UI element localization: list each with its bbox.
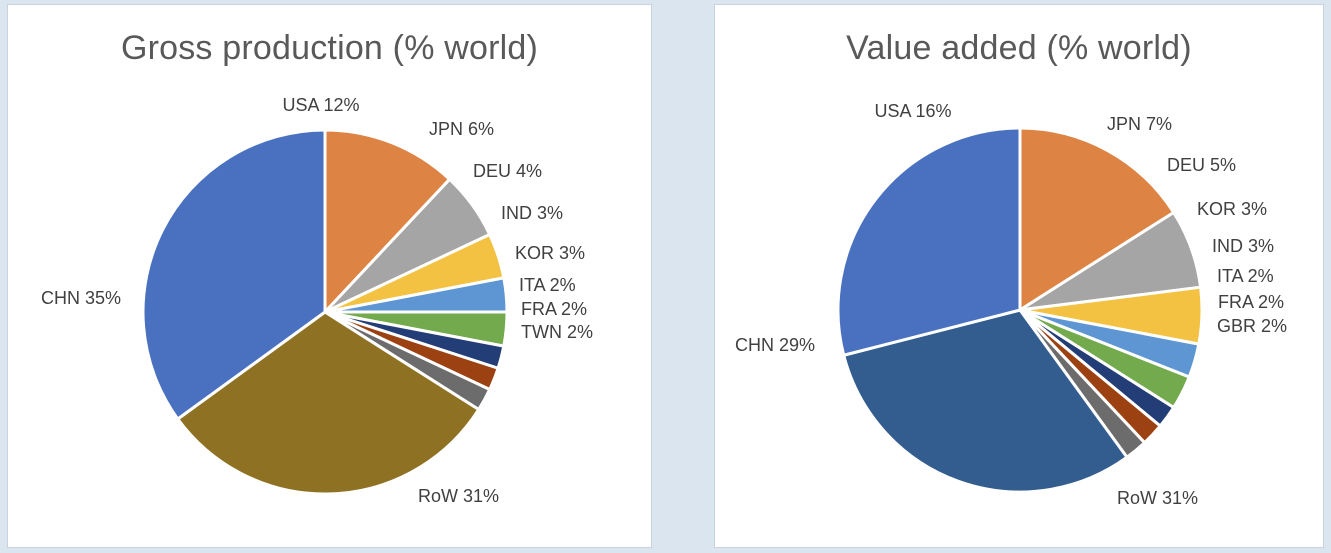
data-label-jpn: JPN 7% <box>1107 114 1172 134</box>
data-label-ind: IND 3% <box>1212 236 1274 256</box>
data-label-twn: TWN 2% <box>521 322 593 342</box>
data-label-usa: USA 12% <box>282 95 359 115</box>
pie-slice-row <box>176 310 481 496</box>
pie-slice-chn <box>141 128 327 421</box>
data-label-chn: CHN 29% <box>735 335 815 355</box>
data-label-usa: USA 16% <box>874 101 951 121</box>
data-label-fra: FRA 2% <box>1218 292 1284 312</box>
data-label-ita: ITA 2% <box>519 275 576 295</box>
data-label-row: RoW 31% <box>1117 488 1198 508</box>
data-label-kor: KOR 3% <box>1197 199 1267 219</box>
data-label-ind: IND 3% <box>501 203 563 223</box>
value-added-chart-panel: Value added (% world) USA 16% JPN 7% DEU 5… <box>714 4 1324 548</box>
data-label-fra: FRA 2% <box>521 299 587 319</box>
pie-slice-row <box>842 308 1129 494</box>
pie-slice-usa <box>1018 126 1176 312</box>
data-label-jpn: JPN 6% <box>429 119 494 139</box>
data-label-kor: KOR 3% <box>515 243 585 263</box>
data-label-deu: DEU 5% <box>1167 155 1236 175</box>
value-added-pie: USA 16% JPN 7% DEU 5% KOR 3% IND 3% ITA 2% FRA… <box>735 101 1287 508</box>
gross-production-chart-panel: Gross production (% world) USA 12% JPN 6%… <box>7 4 652 548</box>
chart-title: Gross production (% world) <box>120 29 539 67</box>
data-label-chn: CHN 35% <box>41 288 121 308</box>
chart-title: Value added (% world) <box>846 29 1192 67</box>
pie-slice-chn <box>836 126 1022 357</box>
data-label-gbr: GBR 2% <box>1217 316 1287 336</box>
gross-production-pie: USA 12% JPN 6% DEU 4% IND 3% KOR 3% ITA 2% FRA… <box>41 95 593 506</box>
data-label-ita: ITA 2% <box>1217 266 1274 286</box>
data-label-deu: DEU 4% <box>473 161 542 181</box>
data-label-row: RoW 31% <box>418 486 499 506</box>
pie-slice-usa <box>323 128 452 314</box>
